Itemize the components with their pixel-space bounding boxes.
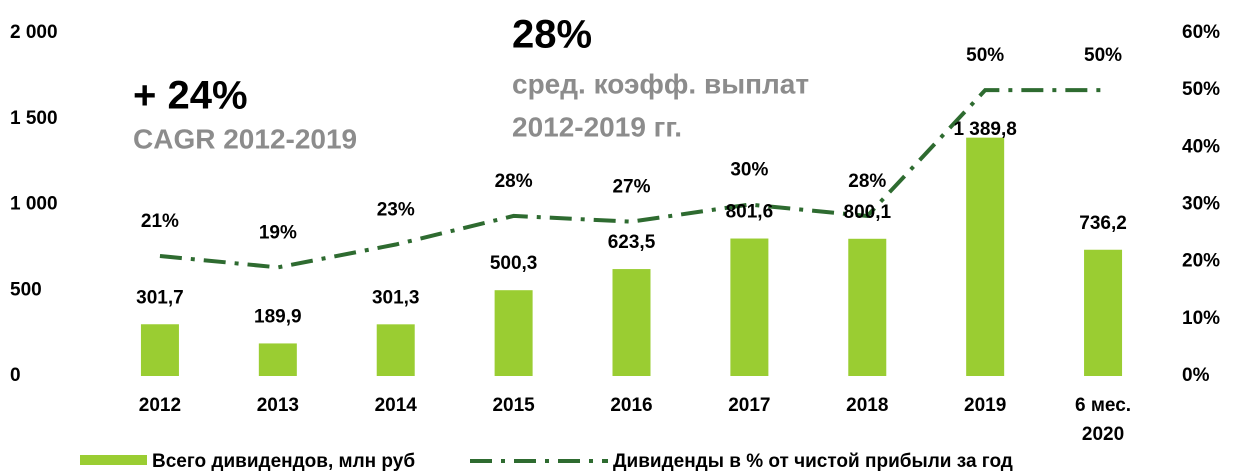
- annotation: + 24%: [133, 74, 248, 118]
- y2-tick-label: 20%: [1182, 251, 1220, 272]
- y2-tick-label: 50%: [1182, 79, 1220, 100]
- line-label: 30%: [730, 160, 768, 181]
- x-tick-line: 2020: [1082, 424, 1124, 445]
- y2-tick-label: 40%: [1182, 136, 1220, 157]
- x-tick-label: 2019: [964, 395, 1006, 416]
- line-label: 28%: [495, 171, 533, 192]
- line-label: 23%: [377, 200, 415, 221]
- y-tick-label: 2 000: [10, 22, 58, 43]
- bar-label: 736,2: [1079, 213, 1127, 234]
- bar: [140, 324, 179, 376]
- y2-tick-label: 30%: [1182, 194, 1220, 215]
- y-tick-label: 1 500: [10, 108, 58, 129]
- bar: [494, 290, 533, 376]
- line-label: 28%: [848, 171, 886, 192]
- bar: [612, 269, 651, 376]
- line-label: 50%: [1084, 45, 1122, 66]
- x-tick-label: 2012: [139, 395, 181, 416]
- x-tick-label: 2013: [257, 395, 299, 416]
- x-tick-label: 6 мес. 2020: [1075, 395, 1131, 445]
- line-label: 21%: [141, 211, 179, 232]
- bar-label: 189,9: [254, 306, 302, 327]
- bar: [848, 238, 887, 376]
- bar: [258, 343, 297, 376]
- annotation: 2012-2019 гг.: [512, 111, 682, 142]
- bar: [376, 324, 415, 376]
- legend-label: Всего дивидендов, млн руб: [152, 451, 415, 472]
- bar-label: 800,1: [844, 202, 892, 223]
- y2-tick-label: 10%: [1182, 308, 1220, 329]
- line-label: 19%: [259, 222, 297, 243]
- y-tick-label: 1 000: [10, 194, 58, 215]
- x-tick-label: 2018: [846, 395, 888, 416]
- y-tick-label: 0: [10, 365, 21, 386]
- bar-label: 301,7: [136, 287, 184, 308]
- legend-swatch: [80, 455, 147, 465]
- legend-label: Дивиденды в % от чистой прибыли за год: [613, 451, 1013, 472]
- annotation: сред. коэфф. выплат: [512, 68, 809, 99]
- annotation: 28%: [512, 13, 592, 57]
- bar-label: 301,3: [372, 287, 420, 308]
- line-label: 27%: [612, 177, 650, 198]
- bar: [1084, 249, 1123, 376]
- x-tick-line: 6 мес.: [1075, 395, 1131, 416]
- bar-label: 500,3: [490, 253, 538, 274]
- y-tick-label: 500: [10, 279, 42, 300]
- line-label: 50%: [966, 45, 1004, 66]
- annotation: CAGR 2012-2019: [133, 123, 357, 154]
- bar-label: 623,5: [608, 232, 656, 253]
- x-tick-label: 2017: [728, 395, 770, 416]
- bar: [966, 137, 1005, 376]
- x-tick-label: 2014: [375, 395, 418, 416]
- y2-tick-label: 0%: [1182, 365, 1210, 386]
- x-tick-label: 2015: [492, 395, 535, 416]
- bar-label: 801,6: [726, 202, 774, 223]
- bar-label: 1 389,8: [953, 119, 1016, 140]
- y2-tick-label: 60%: [1182, 22, 1220, 43]
- bar: [730, 238, 769, 376]
- x-tick-label: 2016: [610, 395, 652, 416]
